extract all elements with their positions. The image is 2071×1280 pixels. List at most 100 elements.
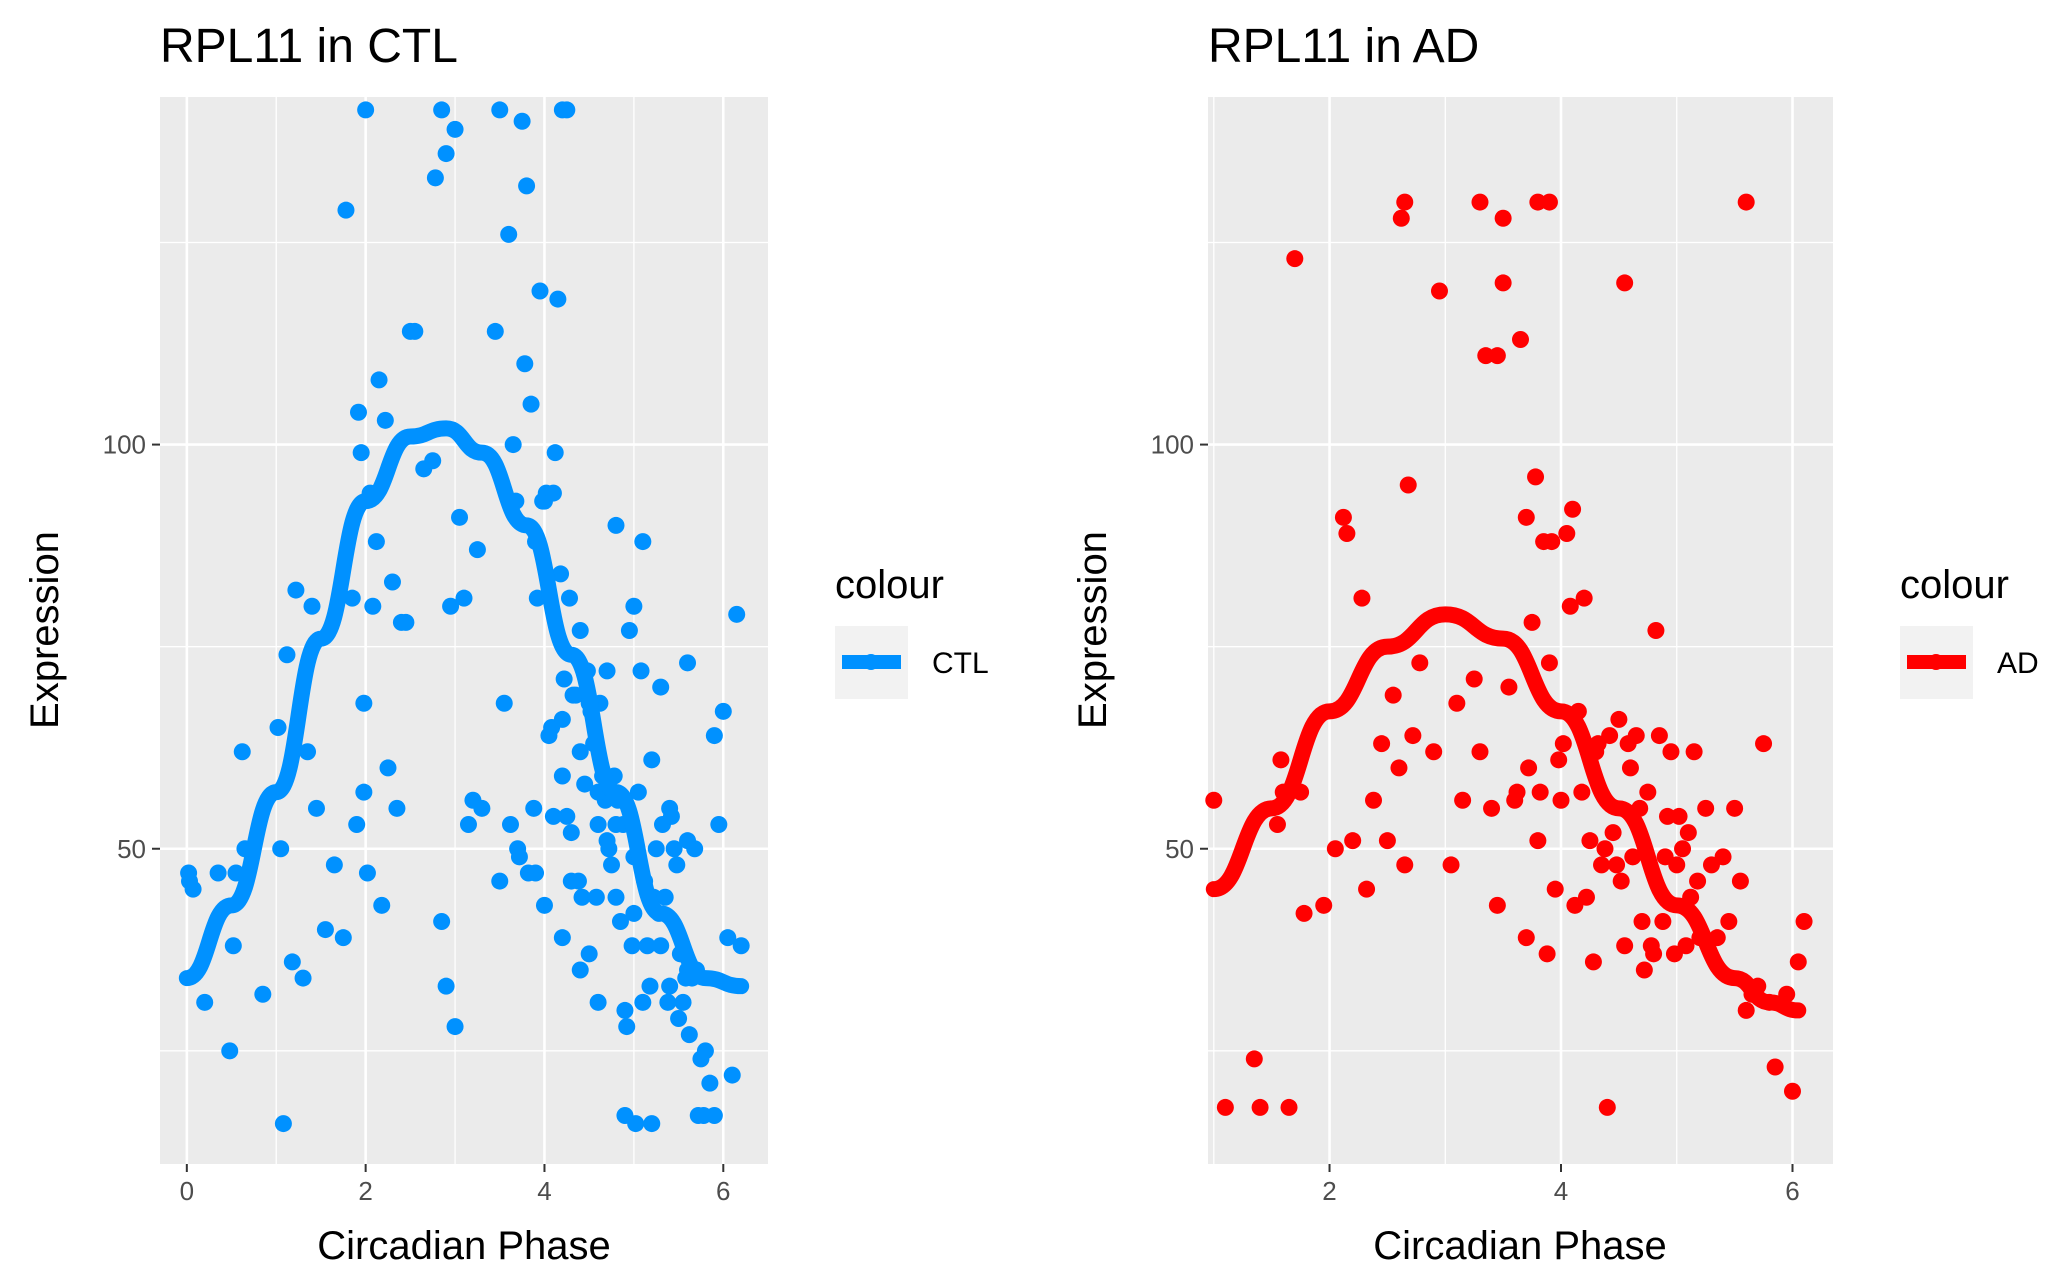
data-point <box>732 937 750 955</box>
data-point <box>495 694 513 712</box>
data-point <box>1714 848 1732 866</box>
data-point <box>1697 799 1715 817</box>
data-point <box>1755 735 1773 753</box>
data-point <box>1616 274 1634 292</box>
data-point <box>426 169 444 187</box>
data-point <box>1593 856 1611 874</box>
data-point <box>611 913 629 930</box>
data-point <box>661 799 679 817</box>
data-point <box>571 743 589 761</box>
data-point <box>629 783 647 801</box>
data-point <box>337 201 355 219</box>
data-point <box>1315 896 1333 914</box>
data-point <box>518 177 536 195</box>
data-point <box>552 565 570 583</box>
data-point <box>1517 929 1535 947</box>
data-point <box>1604 824 1622 842</box>
data-point <box>652 937 670 955</box>
data-point <box>307 799 325 817</box>
data-point <box>388 799 406 817</box>
chart-title: RPL11 in AD <box>1208 20 1479 73</box>
data-point <box>224 937 242 955</box>
data-point <box>674 993 692 1011</box>
data-point <box>1575 589 1593 607</box>
y-axis-label: Expression <box>23 531 67 729</box>
data-point <box>544 484 562 502</box>
data-point <box>1783 1082 1801 1100</box>
data-point <box>269 719 287 736</box>
data-point <box>558 101 576 119</box>
data-point <box>358 864 376 882</box>
x-tick-label: 6 <box>716 1176 730 1206</box>
data-point <box>1390 759 1408 777</box>
data-point <box>397 613 415 631</box>
data-point <box>510 848 528 866</box>
data-point <box>1596 840 1614 858</box>
data-point <box>383 573 401 591</box>
scatter-points <box>1205 193 1813 1116</box>
data-point <box>1471 193 1489 211</box>
data-point <box>1529 832 1547 850</box>
data-point <box>1396 193 1414 211</box>
data-point <box>1245 1050 1263 1068</box>
data-point <box>1543 533 1561 551</box>
data-point <box>1508 783 1526 801</box>
data-point <box>1621 759 1639 777</box>
data-point <box>294 969 312 987</box>
data-point <box>1523 613 1541 631</box>
data-point <box>221 1042 239 1060</box>
data-point <box>278 646 296 664</box>
data-point <box>367 533 385 551</box>
data-point <box>1344 832 1362 850</box>
data-point <box>1546 880 1564 898</box>
data-point <box>652 678 670 696</box>
data-point <box>325 856 343 874</box>
data-point <box>1488 896 1506 914</box>
data-point <box>504 436 522 454</box>
data-point <box>598 662 616 680</box>
data-point <box>1527 468 1545 486</box>
data-point <box>625 904 643 922</box>
data-point <box>1286 250 1304 268</box>
data-point <box>1295 904 1313 922</box>
data-point <box>1378 832 1396 850</box>
data-point <box>209 864 227 882</box>
data-point <box>370 371 388 389</box>
data-point <box>643 1115 661 1133</box>
data-point <box>1251 1098 1269 1116</box>
data-point <box>1552 791 1570 809</box>
plot-panel <box>1208 97 1833 1164</box>
data-point <box>254 985 272 1003</box>
legend-label: AD <box>1997 647 2039 680</box>
data-point <box>1512 331 1529 348</box>
data-point <box>468 541 486 559</box>
data-point <box>558 807 576 825</box>
data-point <box>1531 783 1549 801</box>
data-point <box>379 759 397 777</box>
data-point <box>665 840 683 858</box>
data-point <box>513 112 531 130</box>
data-point <box>553 710 571 728</box>
data-point <box>1448 694 1466 712</box>
fit-line <box>178 420 750 995</box>
data-point <box>1540 654 1558 672</box>
data-point <box>705 727 723 745</box>
data-point <box>355 694 373 712</box>
data-point <box>1726 799 1744 817</box>
data-point <box>1581 832 1599 850</box>
data-point <box>1689 872 1707 890</box>
data-point <box>549 290 567 308</box>
data-point <box>1731 872 1749 890</box>
data-point <box>1280 1098 1298 1116</box>
data-point <box>1612 872 1630 890</box>
y-tick-label: 100 <box>103 430 146 460</box>
data-point <box>587 888 605 906</box>
data-point <box>728 605 746 623</box>
data-point <box>486 322 504 340</box>
data-point <box>1577 888 1595 906</box>
legend-label: CTL <box>932 647 989 680</box>
data-point <box>1488 347 1506 365</box>
y-axis-label: Expression <box>1071 531 1115 729</box>
data-point <box>455 589 473 607</box>
data-point <box>1483 799 1501 817</box>
